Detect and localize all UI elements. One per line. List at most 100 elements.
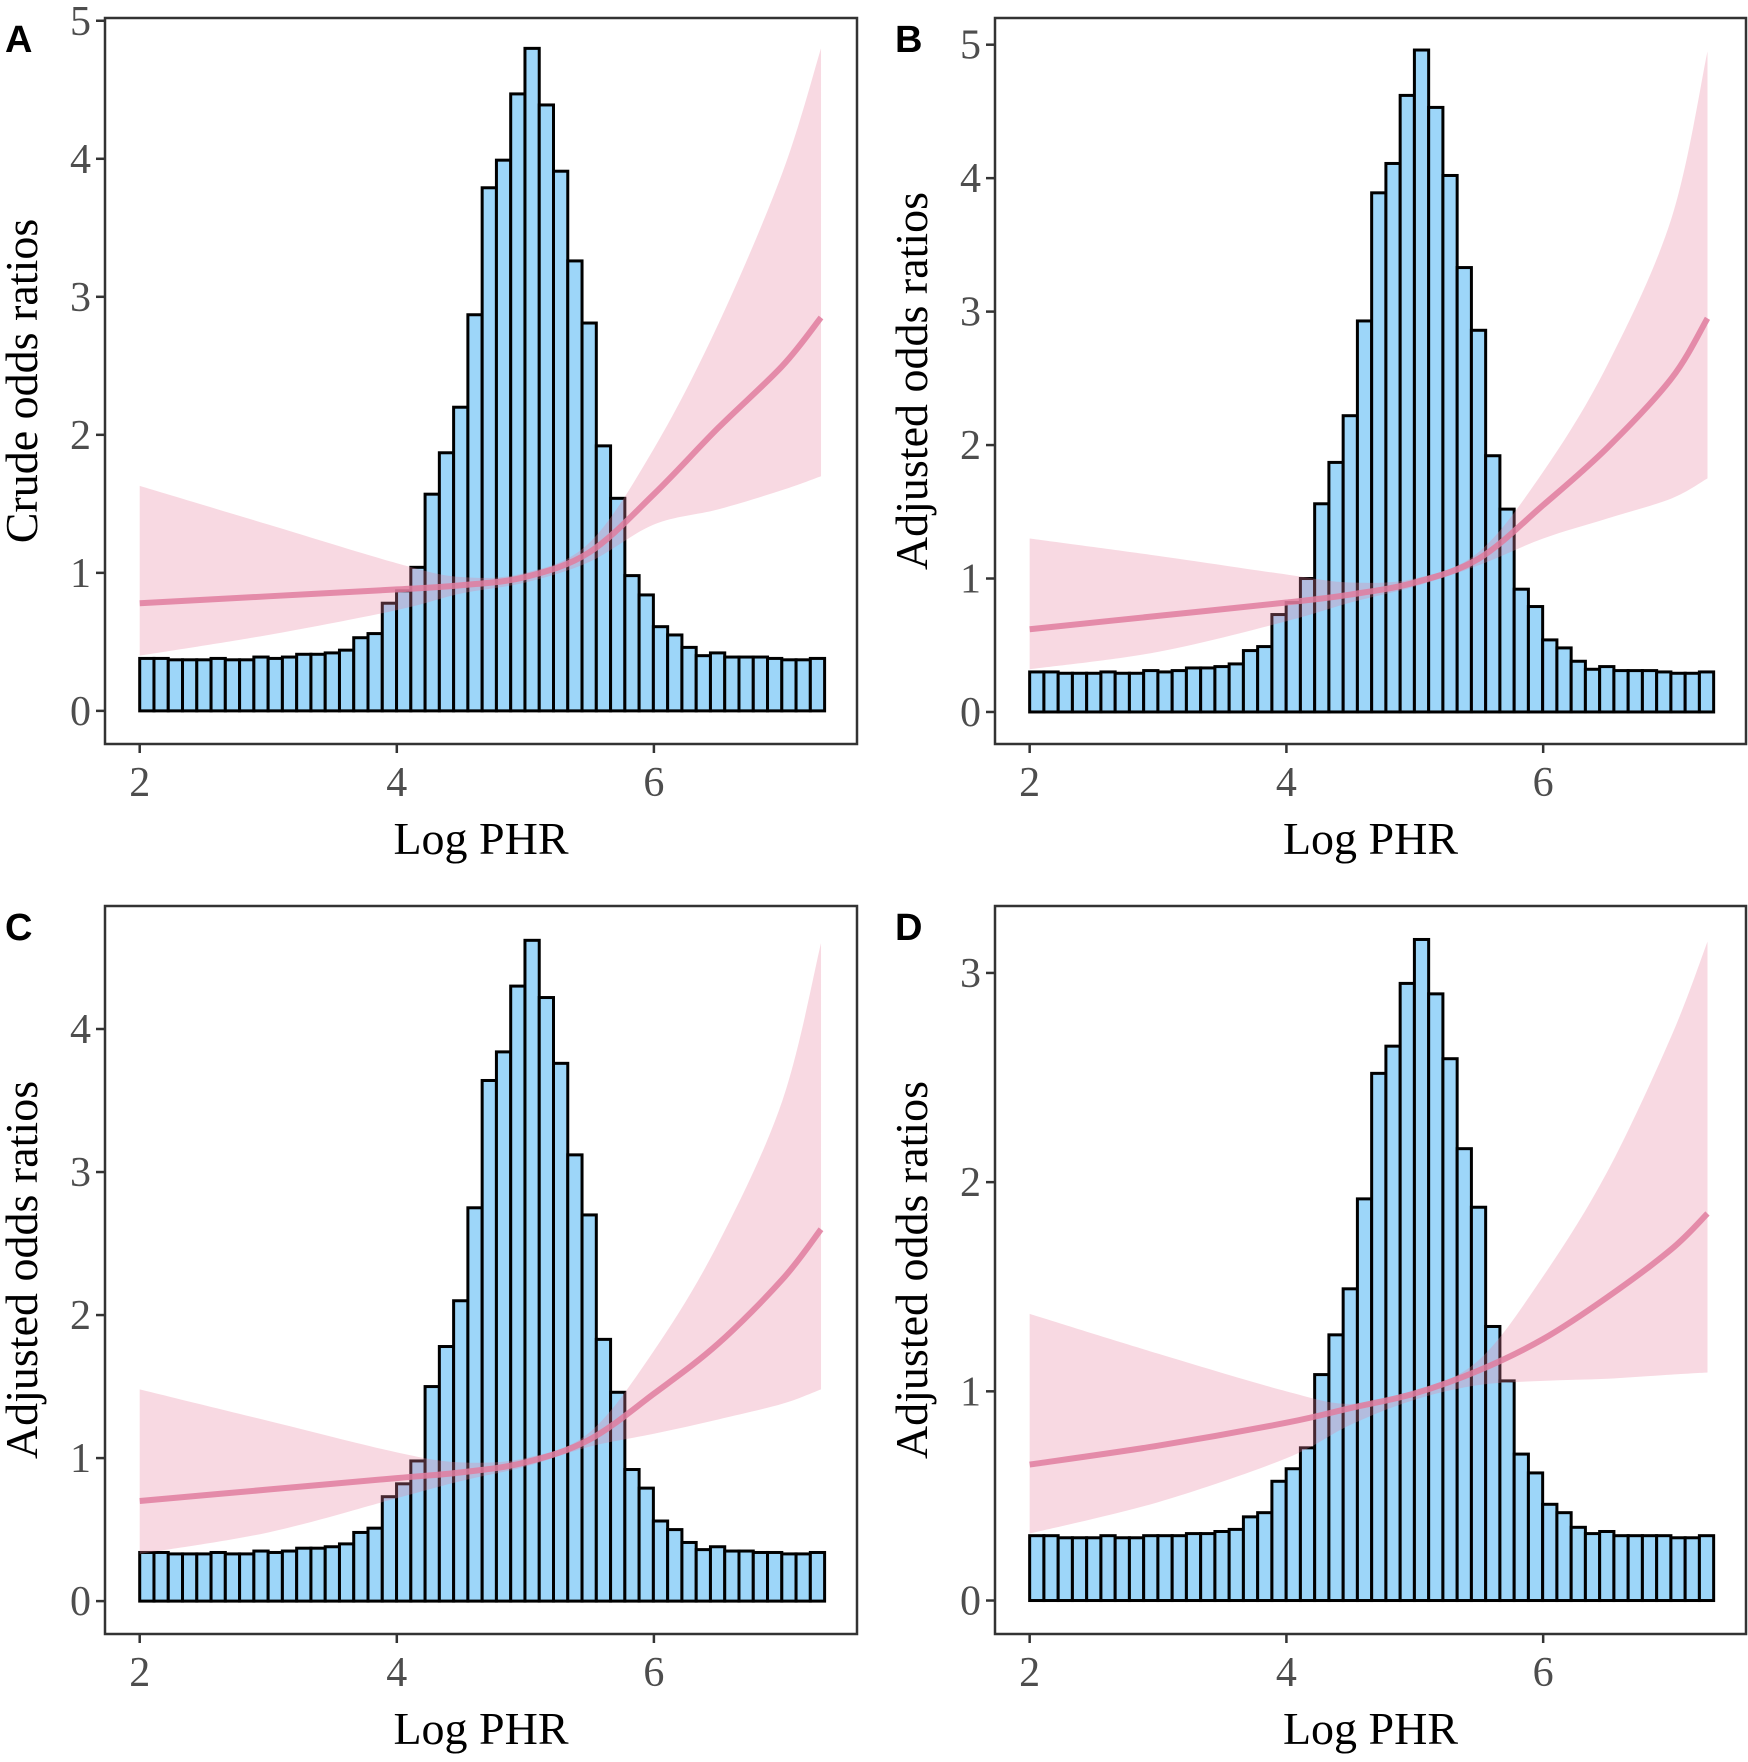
histogram-bar <box>1697 670 1716 714</box>
histogram-bar <box>337 648 356 713</box>
histogram-bar <box>195 658 213 713</box>
histogram-bar <box>623 1468 641 1603</box>
histogram-bar <box>252 655 270 713</box>
histogram-bar <box>1056 1536 1074 1603</box>
histogram-bar <box>1498 1379 1516 1603</box>
histogram-bar <box>1355 319 1374 714</box>
histogram-bar <box>1569 1525 1587 1603</box>
histogram-bar <box>666 633 684 713</box>
histogram-bar <box>1085 671 1103 714</box>
histogram-bar <box>1241 649 1260 714</box>
histogram-bar <box>209 656 227 713</box>
y-tick-label: 3 <box>960 290 981 336</box>
histogram-bar <box>509 984 527 1603</box>
y-tick-label: 2 <box>70 413 91 459</box>
histogram-bar <box>1583 667 1602 714</box>
histogram-bar <box>1256 1511 1274 1603</box>
histogram-bar <box>523 938 541 1603</box>
y-tick-label: 1 <box>960 557 981 603</box>
plot-border <box>993 16 1748 746</box>
histogram-bar <box>1241 1515 1260 1603</box>
y-tick-label: 4 <box>960 156 981 202</box>
histogram-bar <box>594 1337 613 1603</box>
histogram-bar <box>337 1542 356 1603</box>
histogram-bar <box>252 1549 270 1603</box>
histogram-bar <box>166 658 185 713</box>
histogram-bar <box>651 1519 670 1603</box>
histogram-bar <box>480 186 498 713</box>
histogram-bar <box>1455 266 1473 714</box>
histogram-bar <box>352 636 370 713</box>
panel-c: 2 4 6 0 1 2 3 4 Log PHR Adjusted odds ratios C <box>0 904 859 1754</box>
histogram-bar <box>1256 645 1274 714</box>
histogram-bar <box>1156 670 1174 714</box>
histogram-bar <box>780 658 798 713</box>
histogram-bar <box>1327 1333 1345 1603</box>
histogram-bar <box>1213 1529 1231 1603</box>
histogram-bar <box>1384 1044 1402 1603</box>
histogram-bar <box>637 593 655 713</box>
y-tick-label: 4 <box>70 137 91 183</box>
histogram-bar <box>280 1549 299 1603</box>
histogram-bar <box>195 1552 213 1603</box>
histogram-bar <box>152 656 170 713</box>
x-tick-label: 4 <box>1276 760 1297 806</box>
y-tick-label: 5 <box>960 23 981 69</box>
histogram-bar <box>1184 1532 1203 1603</box>
histogram-bar <box>509 92 527 713</box>
confidence-band <box>139 48 822 656</box>
histogram-bar <box>181 1552 199 1603</box>
y-tick-label: 2 <box>960 1160 981 1206</box>
histogram-bar <box>452 405 470 713</box>
histogram-bar <box>1683 1536 1701 1603</box>
histogram-bar <box>694 654 712 713</box>
histogram-bar <box>366 1526 384 1603</box>
histogram-bar <box>181 658 199 713</box>
histogram-bar <box>266 656 284 713</box>
histogram-bar <box>1555 1511 1573 1603</box>
histogram-bar <box>1512 587 1530 714</box>
y-axis-title: Adjusted odds ratios <box>886 1081 937 1459</box>
x-tick-label: 4 <box>386 760 407 806</box>
y-axis-title: Crude odds ratios <box>0 219 47 544</box>
histogram-bar <box>380 601 399 713</box>
y-tick-label: 0 <box>70 689 91 735</box>
plot-border <box>103 16 859 746</box>
histogram-bar <box>1370 191 1388 714</box>
histogram-bar <box>794 658 812 713</box>
histogram-bar <box>751 655 770 713</box>
histogram-bar <box>580 1213 598 1603</box>
y-tick-label: 0 <box>960 1579 981 1625</box>
histogram-bar <box>223 1552 242 1603</box>
y-tick-label: 1 <box>70 1436 91 1482</box>
histogram-bar <box>1541 638 1559 714</box>
histogram-bar <box>1113 671 1131 714</box>
histogram-bar <box>580 321 598 713</box>
histogram-bar <box>395 1482 413 1603</box>
confidence-band <box>1029 941 1708 1534</box>
histogram-bar <box>480 1078 498 1603</box>
histogram-bar <box>623 574 641 713</box>
histogram-bar <box>380 1495 399 1603</box>
histogram-bar <box>1469 328 1488 714</box>
histogram-bar <box>309 652 327 713</box>
y-tick-label: 4 <box>70 1007 91 1053</box>
panel-a: 2 4 6 0 1 2 3 4 5 Log PHR Crude odds ratios A <box>0 0 859 864</box>
histogram-bar <box>552 169 570 713</box>
y-tick-label: 3 <box>960 951 981 997</box>
histogram-bar <box>238 658 256 713</box>
histogram-bar <box>138 1550 156 1603</box>
histogram-bar <box>323 1545 341 1603</box>
x-tick-label: 6 <box>643 1650 664 1696</box>
histogram-bar <box>794 1552 812 1603</box>
confidence-band <box>139 943 822 1554</box>
histogram-bar <box>1355 1197 1374 1603</box>
histogram-bar <box>1626 1534 1644 1603</box>
x-axis-title: Log PHR <box>393 813 568 864</box>
histogram-bar <box>1184 666 1203 714</box>
histogram-bar <box>494 1050 513 1603</box>
histogram-bar <box>1612 1534 1630 1603</box>
histogram-bar <box>1170 1534 1188 1603</box>
histogram-bar <box>1412 937 1431 1603</box>
